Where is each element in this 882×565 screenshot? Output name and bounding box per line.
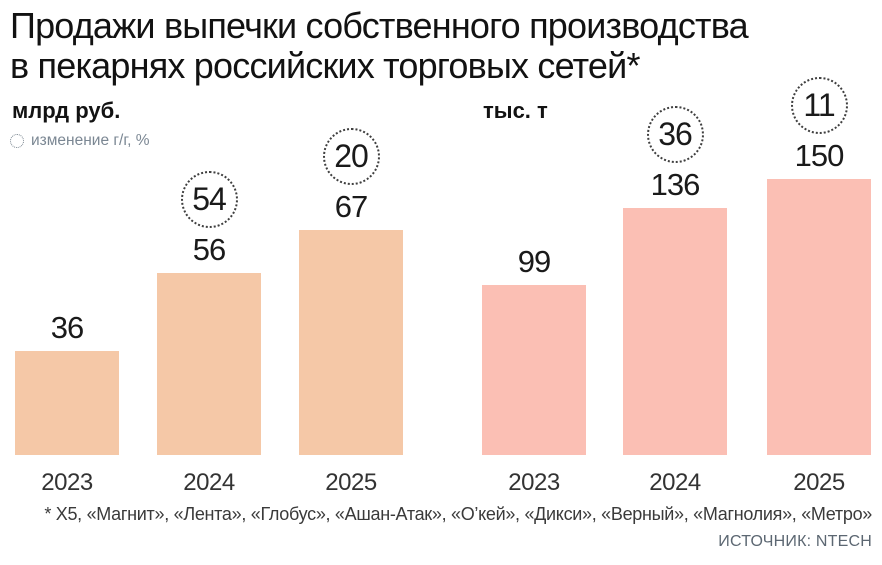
pct-change-badge: 36 <box>646 106 704 163</box>
bar-value-label: 150 <box>794 138 845 173</box>
bar-column-2023-rub: 36 <box>15 310 119 455</box>
chart-title: Продажи выпечки собственного производств… <box>10 5 749 87</box>
chart-title-line1: Продажи выпечки собственного производств… <box>10 5 749 46</box>
dotted-circle-icon <box>10 134 24 148</box>
left-chart-unit-label: млрд руб. <box>12 98 121 123</box>
right-chart-unit-label: тыс. т <box>483 98 548 123</box>
bar-value-label: 67 <box>334 189 368 224</box>
bar-2023-tons <box>482 285 586 455</box>
legend-label: изменение г/г, % <box>31 132 150 149</box>
bar-column-2025-tons: 11 150 <box>767 77 871 455</box>
chart-title-line2: в пекарнях российских торговых сетей* <box>10 45 640 87</box>
x-axis-year-label: 2023 <box>41 469 93 496</box>
bar-column-2025-rub: 20 67 <box>299 128 403 455</box>
x-axis-year-label: 2023 <box>508 469 560 496</box>
bar-2025-tons <box>767 179 871 455</box>
pct-change-badge: 20 <box>322 128 380 185</box>
bar-2025-rub <box>299 230 403 455</box>
pct-change-value: 54 <box>192 181 227 217</box>
pct-change-value: 36 <box>658 116 693 152</box>
x-axis-year-label: 2025 <box>793 469 845 496</box>
bar-2023-rub <box>15 351 119 455</box>
source-note: ИСТОЧНИК: NTECH <box>718 533 872 550</box>
x-axis-year-label: 2024 <box>183 469 235 496</box>
bar-column-2024-tons: 36 136 <box>623 106 727 455</box>
pct-change-value: 20 <box>334 138 369 174</box>
pct-change-badge: 54 <box>180 171 238 228</box>
pct-change-value: 11 <box>803 87 835 123</box>
bar-value-label: 36 <box>50 310 84 345</box>
pct-change-badge: 11 <box>790 77 848 134</box>
footnote: * X5, «Магнит», «Лента», «Глобус», «Ашан… <box>44 504 872 524</box>
bar-column-2024-rub: 54 56 <box>157 171 261 455</box>
bar-2024-rub <box>157 273 261 455</box>
x-axis-year-label: 2024 <box>649 469 701 496</box>
bar-value-label: 56 <box>192 232 226 267</box>
bar-2024-tons <box>623 208 727 455</box>
bar-column-2023-tons: 99 <box>482 244 586 455</box>
bar-value-label: 99 <box>517 244 551 279</box>
bar-value-label: 136 <box>650 167 701 202</box>
legend: изменение г/г, % <box>10 132 149 150</box>
x-axis-year-label: 2025 <box>325 469 377 496</box>
